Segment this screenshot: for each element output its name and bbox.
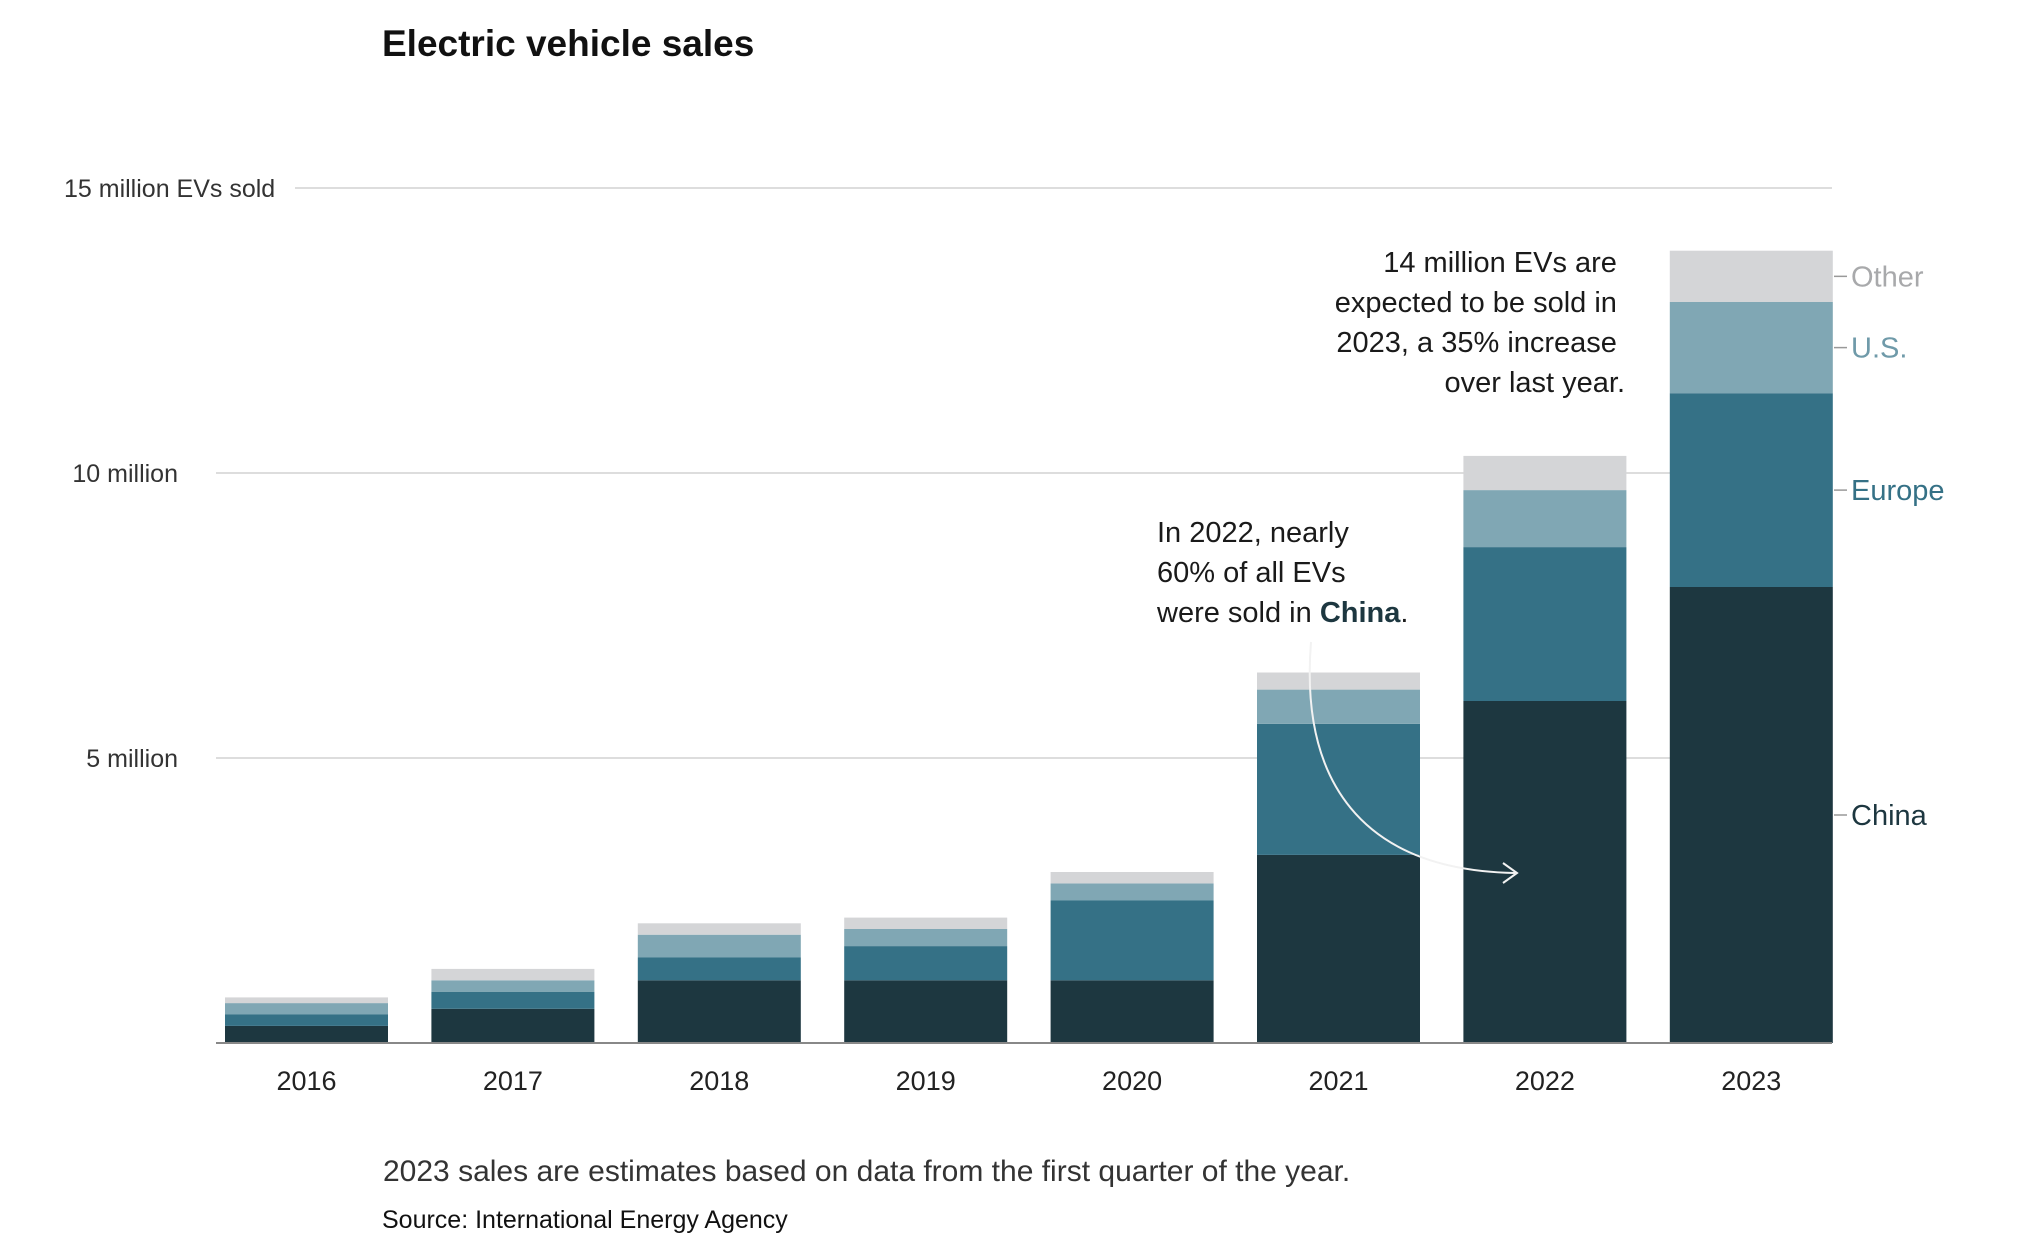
bar-2016-china [225,1025,388,1043]
bar-2019-china [844,980,1008,1043]
y-tick-label-5: 5 million [86,745,178,773]
bar-2023-other [1669,250,1833,302]
x-tick-label-2019: 2019 [896,1066,956,1096]
bar-2017-us [431,980,595,992]
bar-2020-europe [1050,900,1214,981]
bar-stack-2021 [1257,672,1420,1043]
bar-2019-europe [844,946,1008,981]
annotation-increase-line-1: 14 million EVs are [1383,247,1617,279]
x-tick-label-2023: 2023 [1721,1066,1781,1096]
bar-2022-other [1463,455,1627,491]
bar-stack-2022 [1463,455,1627,1043]
x-tick-label-2021: 2021 [1308,1066,1368,1096]
bar-2023-china [1669,587,1833,1043]
annotation-china-line-1: In 2022, nearly [1157,517,1349,549]
bar-2021-other [1257,672,1420,690]
legend-label-us: U.S. [1851,333,1907,365]
bar-2023-europe [1669,393,1833,587]
annotation-increase: 14 million EVs are expected to be sold i… [1335,247,1625,399]
bar-2019-us [844,929,1008,947]
chart-source: Source: International Energy Agency [382,1206,788,1234]
y-tick-label-15: 15 million EVs sold [64,175,275,203]
annotation-china-suffix: . [1400,597,1408,629]
annotation-increase-line-3: 2023, a 35% increase [1336,327,1617,359]
bar-2018-other [637,923,801,935]
legend-label-europe: Europe [1851,475,1945,507]
bar-2021-us [1257,689,1420,724]
bar-2018-china [637,980,801,1043]
annotation-china-prefix: were sold in [1156,597,1320,629]
x-tick-label-2020: 2020 [1102,1066,1162,1096]
annotation-increase-line-2: expected to be sold in [1335,287,1617,319]
legend-label-china: China [1851,800,1928,832]
bar-2016-us [225,1003,388,1015]
bars [225,250,1833,1043]
annotation-increase-line-4: over last year. [1444,367,1625,399]
legend-label-other: Other [1851,261,1924,293]
bar-2019-other [844,917,1008,929]
x-tick-label-2016: 2016 [276,1066,336,1096]
bar-2020-us [1050,883,1214,901]
bar-stack-2023 [1669,250,1833,1043]
bar-stack-2017 [431,968,595,1043]
chart-note: 2023 sales are estimates based on data f… [383,1155,1350,1188]
y-tick-label-10: 10 million [72,460,178,488]
x-tick-label-2018: 2018 [689,1066,749,1096]
bar-2017-china [431,1008,595,1043]
bar-stack-2016 [225,997,388,1043]
x-axis-labels: 2016 2017 2018 2019 2020 2021 2022 2023 [276,1066,1781,1096]
bar-2023-us [1669,302,1833,394]
y-axis-labels: 5 million 10 million 15 million EVs sold [64,175,275,773]
bar-2022-europe [1463,547,1627,701]
bar-2020-other [1050,872,1214,884]
chart-title: Electric vehicle sales [382,23,754,64]
bar-2021-china [1257,854,1420,1043]
bar-stack-2018 [637,923,801,1043]
annotation-arrowhead [1502,862,1519,884]
bar-2017-other [431,968,595,981]
bar-stack-2019 [844,917,1008,1043]
annotation-arrow [1308,641,1516,874]
bar-2016-other [225,997,388,1004]
bar-2016-europe [225,1014,388,1026]
series-legend: China Europe U.S. Other [1834,261,1945,832]
bar-2018-us [637,934,801,958]
bar-stack-2020 [1050,872,1214,1043]
annotation-china-line-2: 60% of all EVs [1157,557,1346,589]
annotation-china: In 2022, nearly 60% of all EVs [1157,517,1357,589]
bar-2020-china [1050,980,1214,1043]
bar-2022-us [1463,490,1627,548]
bar-2017-europe [431,991,595,1009]
annotation-china-line-3: were sold in China. [1156,597,1408,629]
annotation-china-bold: China [1320,597,1401,629]
bar-2018-europe [637,957,801,981]
x-tick-label-2017: 2017 [483,1066,543,1096]
x-tick-label-2022: 2022 [1515,1066,1575,1096]
